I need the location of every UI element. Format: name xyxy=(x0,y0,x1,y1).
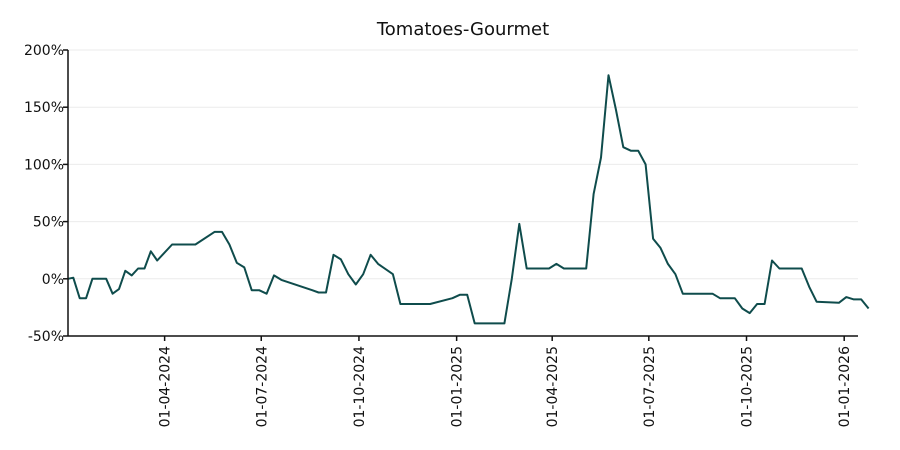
y-tick-label: 200% xyxy=(24,43,64,59)
gridlines xyxy=(68,49,858,280)
y-tick-label: 50% xyxy=(33,215,64,231)
series-line xyxy=(67,74,870,325)
y-axis-ticks: -50% 0% 50% 100% 150% 200% xyxy=(24,43,68,345)
x-tick-label: 01-01-2026 xyxy=(837,346,853,427)
series-layer xyxy=(67,74,870,325)
y-tick-label: 150% xyxy=(24,100,64,116)
y-tick-label: -50% xyxy=(28,329,64,345)
chart-title: Tomatoes-Gourmet xyxy=(376,19,549,40)
x-tick-label: 01-10-2024 xyxy=(352,346,368,427)
x-tick-label: 01-04-2024 xyxy=(158,346,174,427)
x-tick-label: 01-07-2024 xyxy=(254,346,270,427)
y-tick-label: 100% xyxy=(24,157,64,173)
axes xyxy=(67,50,858,337)
x-tick-label: 01-07-2025 xyxy=(642,346,658,427)
x-axis-ticks: 01-04-2024 01-07-2024 01-10-2024 01-01-2025… xyxy=(158,336,853,427)
y-tick-label: 0% xyxy=(42,272,64,288)
x-tick-label: 01-01-2025 xyxy=(450,346,466,427)
x-tick-label: 01-10-2025 xyxy=(740,346,756,427)
x-tick-label: 01-04-2025 xyxy=(545,346,561,427)
